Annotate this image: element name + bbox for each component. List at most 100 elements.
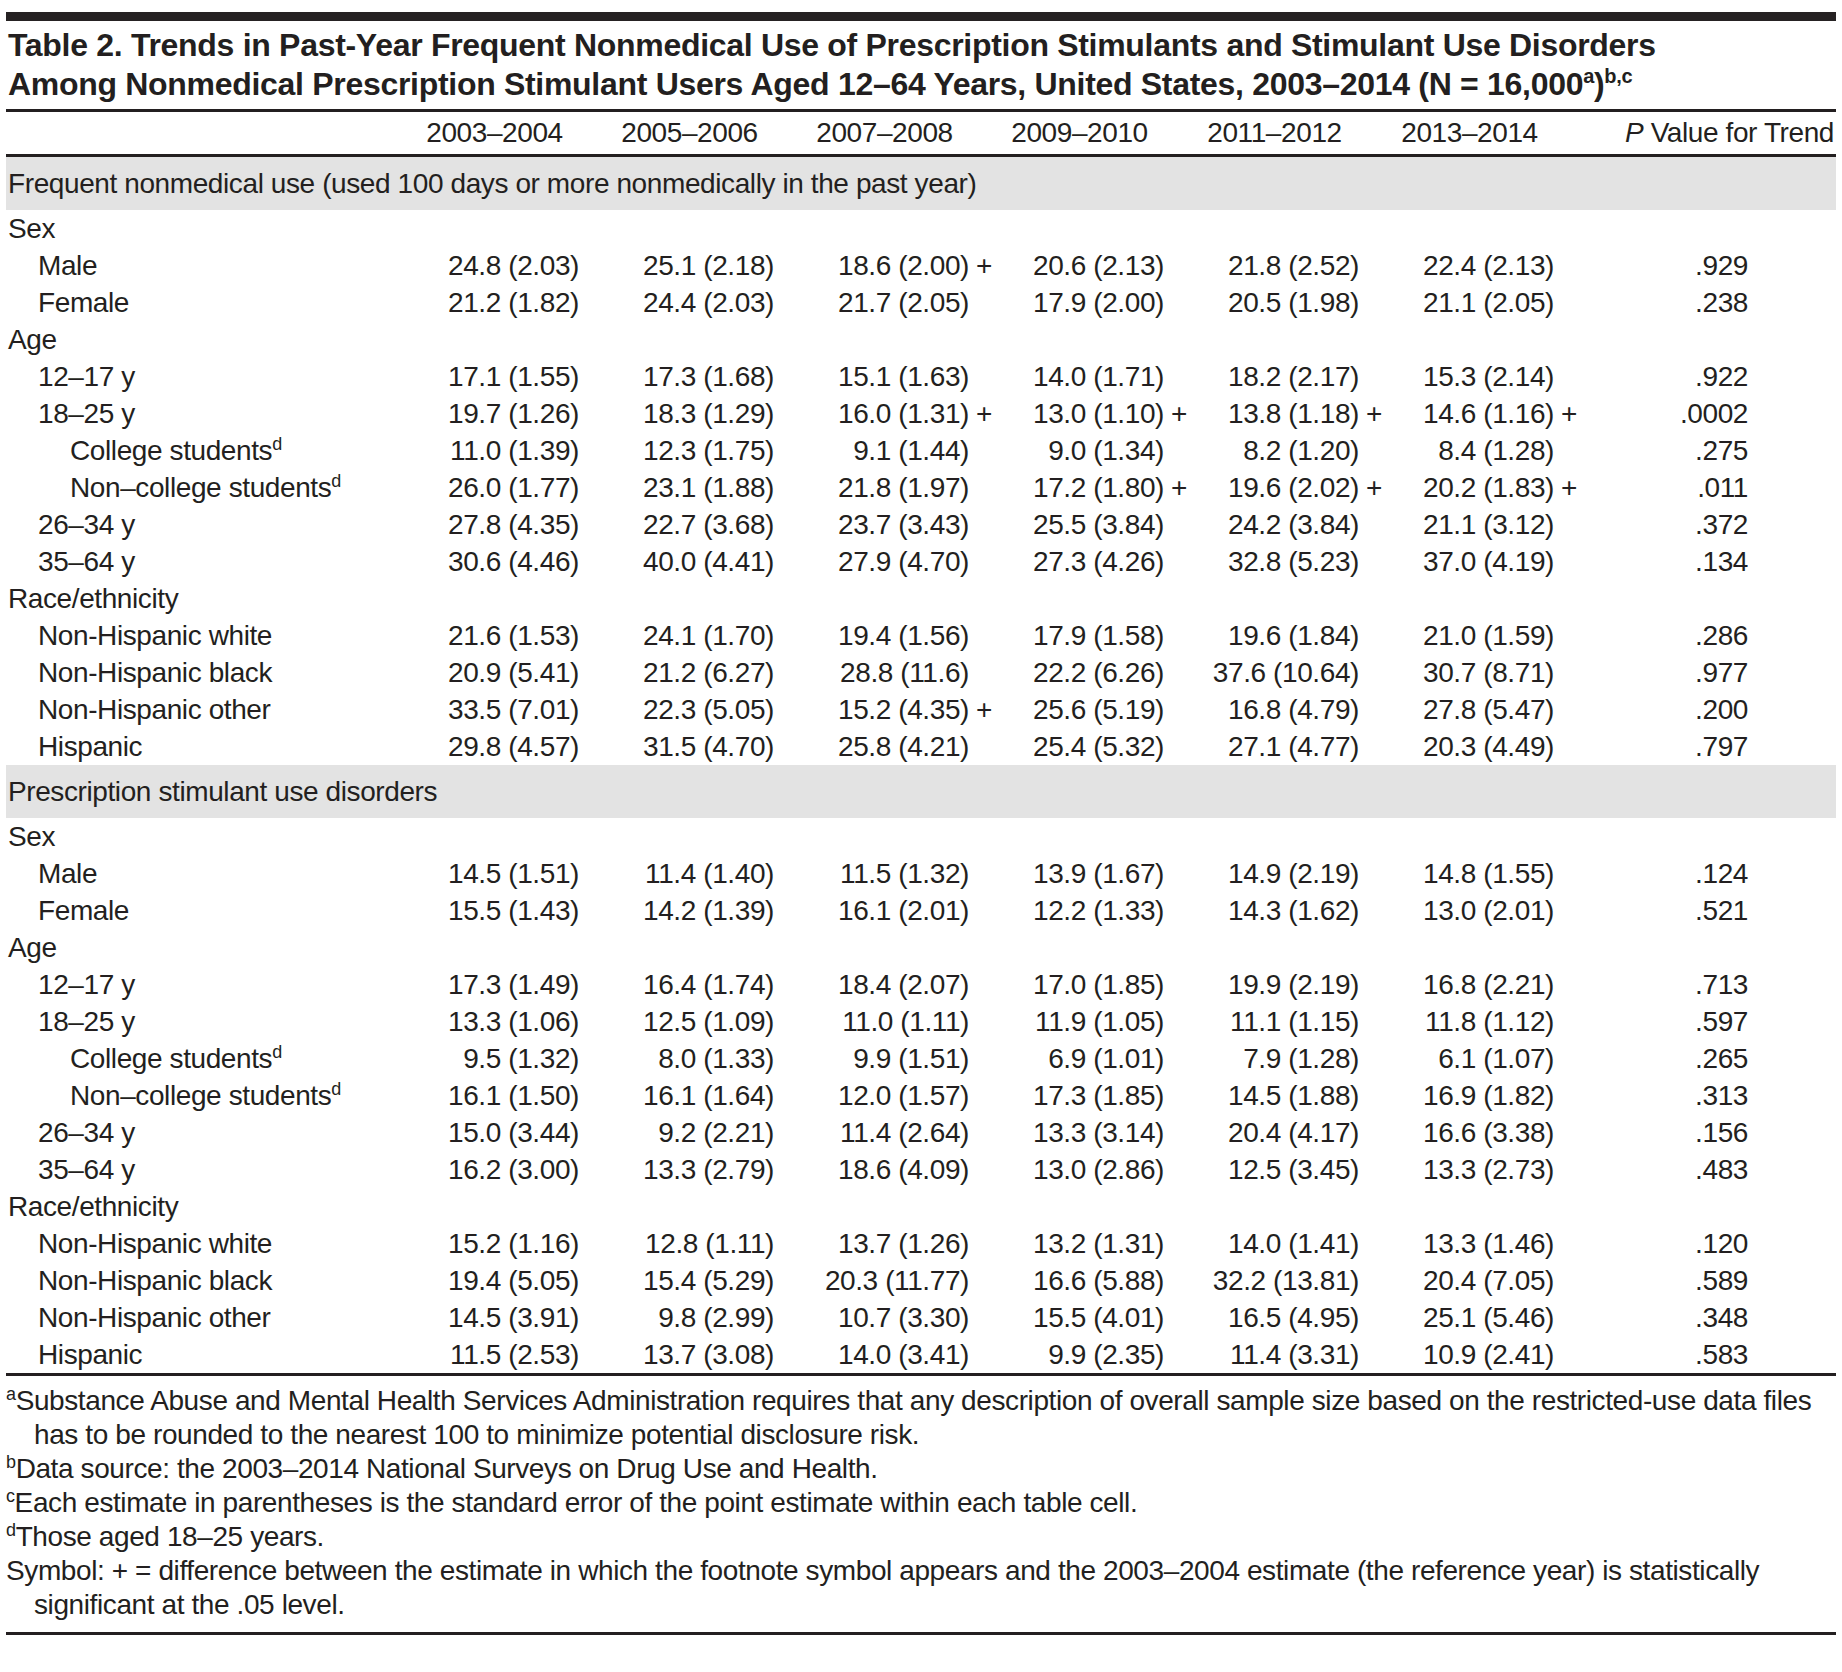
value-cell: 37.0 (4.19) xyxy=(1385,546,1580,578)
table-row: College studentsd11.0 (1.39)12.3 (1.75)9… xyxy=(6,432,1836,469)
value-cell: 22.3 (5.05) xyxy=(605,694,800,726)
row-label: Non-Hispanic black xyxy=(6,657,410,689)
estimate-value: 13.0 (2.86) xyxy=(1033,1154,1164,1185)
estimate-value: 16.2 (3.00) xyxy=(448,1154,579,1185)
table-page: Table 2. Trends in Past-Year Frequent No… xyxy=(0,12,1842,1635)
estimate-value: 19.6 (2.02) xyxy=(1228,472,1359,503)
value-cell: 16.8 (2.21) xyxy=(1385,969,1580,1001)
table-row: Hispanic11.5 (2.53)13.7 (3.08)14.0 (3.41… xyxy=(6,1336,1836,1373)
value-cell: 9.5 (1.32) xyxy=(410,1043,605,1075)
estimate-value: 15.5 (1.43) xyxy=(448,895,579,926)
value-cell: 15.4 (5.29) xyxy=(605,1265,800,1297)
row-label: 12–17 y xyxy=(6,361,410,393)
estimate-value: 21.8 (2.52) xyxy=(1228,250,1359,281)
row-label: Female xyxy=(6,895,410,927)
value-cell: 27.1 (4.77) xyxy=(1190,731,1385,763)
estimate-value: 15.1 (1.63) xyxy=(838,361,969,392)
estimate-value: 14.3 (1.62) xyxy=(1228,895,1359,926)
pvalue-cell: .713 xyxy=(1580,969,1836,1001)
row-label: Male xyxy=(6,250,410,282)
pvalue-cell: .238 xyxy=(1580,287,1836,319)
bottom-rule xyxy=(6,1632,1836,1635)
value-cell: 15.5 (4.01) xyxy=(995,1302,1190,1334)
estimate-value: 27.8 (4.35) xyxy=(448,509,579,540)
value-cell: 13.8 (1.18)+ xyxy=(1190,398,1385,430)
pvalue-cell: .124 xyxy=(1580,858,1836,890)
estimate-value: 14.0 (1.41) xyxy=(1228,1228,1359,1259)
value-cell: 21.6 (1.53) xyxy=(410,620,605,652)
footnote-marker: a xyxy=(6,1384,16,1404)
estimate-value: 20.5 (1.98) xyxy=(1228,287,1359,318)
value-cell: 17.0 (1.85) xyxy=(995,969,1190,1001)
row-label: Non-Hispanic other xyxy=(6,1302,410,1334)
estimate-value: 13.2 (1.31) xyxy=(1033,1228,1164,1259)
title-line-2-text: Among Nonmedical Prescription Stimulant … xyxy=(8,66,1583,102)
value-cell: 8.0 (1.33) xyxy=(605,1043,800,1075)
estimate-value: 22.3 (5.05) xyxy=(643,694,774,725)
estimate-value: 24.1 (1.70) xyxy=(643,620,774,651)
estimate-value: 25.5 (3.84) xyxy=(1033,509,1164,540)
row-label: Hispanic xyxy=(6,731,410,763)
value-cell: 18.6 (4.09) xyxy=(800,1154,995,1186)
value-cell: 29.8 (4.57) xyxy=(410,731,605,763)
estimate-value: 27.8 (5.47) xyxy=(1423,694,1554,725)
row-label: 35–64 y xyxy=(6,1154,410,1186)
estimate-value: 14.0 (1.71) xyxy=(1033,361,1164,392)
estimate-value: 16.9 (1.82) xyxy=(1423,1080,1554,1111)
estimate-value: 13.3 (3.14) xyxy=(1033,1117,1164,1148)
pvalue-cell: .0002 xyxy=(1580,398,1836,430)
value-cell: 18.4 (2.07) xyxy=(800,969,995,1001)
estimate-value: 12.8 (1.11) xyxy=(645,1228,774,1259)
estimate-value: 9.9 (1.51) xyxy=(853,1043,969,1074)
value-cell: 14.5 (1.51) xyxy=(410,858,605,890)
estimate-value: 11.1 (1.15) xyxy=(1230,1006,1359,1037)
group-row: Age xyxy=(6,929,1836,966)
value-cell: 9.9 (2.35) xyxy=(995,1339,1190,1371)
value-cell: 21.8 (2.52) xyxy=(1190,250,1385,282)
estimate-value: 22.2 (6.26) xyxy=(1033,657,1164,688)
table-row: 12–17 y17.3 (1.49)16.4 (1.74)18.4 (2.07)… xyxy=(6,966,1836,1003)
estimate-value: 17.3 (1.85) xyxy=(1033,1080,1164,1111)
pvalue-cell: .134 xyxy=(1580,546,1836,578)
value-cell: 13.3 (2.73) xyxy=(1385,1154,1580,1186)
value-cell: 17.3 (1.49) xyxy=(410,969,605,1001)
value-cell: 11.0 (1.39) xyxy=(410,435,605,467)
row-label: Hispanic xyxy=(6,1339,410,1371)
value-cell: 22.4 (2.13) xyxy=(1385,250,1580,282)
value-cell: 25.6 (5.19) xyxy=(995,694,1190,726)
estimate-value: 12.3 (1.75) xyxy=(643,435,774,466)
value-cell: 27.9 (4.70) xyxy=(800,546,995,578)
row-label: College studentsd xyxy=(6,1043,410,1075)
significance-flag: + xyxy=(976,694,992,726)
pvalue-cell: .313 xyxy=(1580,1080,1836,1112)
footnote-text: Each estimate in parentheses is the stan… xyxy=(15,1487,1138,1518)
row-label: Non-Hispanic other xyxy=(6,694,410,726)
estimate-value: 13.8 (1.18) xyxy=(1228,398,1359,429)
estimate-value: 24.8 (2.03) xyxy=(448,250,579,281)
estimate-value: 9.9 (2.35) xyxy=(1048,1339,1164,1370)
value-cell: 17.2 (1.80)+ xyxy=(995,472,1190,504)
value-cell: 30.6 (4.46) xyxy=(410,546,605,578)
estimate-value: 15.2 (1.16) xyxy=(448,1228,579,1259)
value-cell: 24.1 (1.70) xyxy=(605,620,800,652)
significance-flag: + xyxy=(1561,472,1577,504)
row-label: 26–34 y xyxy=(6,1117,410,1149)
table-row: Female15.5 (1.43)14.2 (1.39)16.1 (2.01)1… xyxy=(6,892,1836,929)
table-row: Non–college studentsd16.1 (1.50)16.1 (1.… xyxy=(6,1077,1836,1114)
value-cell: 14.0 (3.41) xyxy=(800,1339,995,1371)
table-row: 18–25 y19.7 (1.26)18.3 (1.29)16.0 (1.31)… xyxy=(6,395,1836,432)
table-title: Table 2. Trends in Past-Year Frequent No… xyxy=(8,26,1836,104)
footnote-text: Those aged 18–25 years. xyxy=(16,1521,324,1552)
value-cell: 7.9 (1.28) xyxy=(1190,1043,1385,1075)
estimate-value: 11.4 (2.64) xyxy=(840,1117,969,1148)
value-cell: 11.1 (1.15) xyxy=(1190,1006,1385,1038)
group-row: Age xyxy=(6,321,1836,358)
value-cell: 16.8 (4.79) xyxy=(1190,694,1385,726)
title-line-1: Table 2. Trends in Past-Year Frequent No… xyxy=(8,26,1836,65)
row-label: Non–college studentsd xyxy=(6,1080,410,1112)
value-cell: 27.3 (4.26) xyxy=(995,546,1190,578)
estimate-value: 28.8 (11.6) xyxy=(840,657,969,688)
pvalue-cell: .286 xyxy=(1580,620,1836,652)
estimate-value: 37.0 (4.19) xyxy=(1423,546,1554,577)
pvalue-cell: .372 xyxy=(1580,509,1836,541)
